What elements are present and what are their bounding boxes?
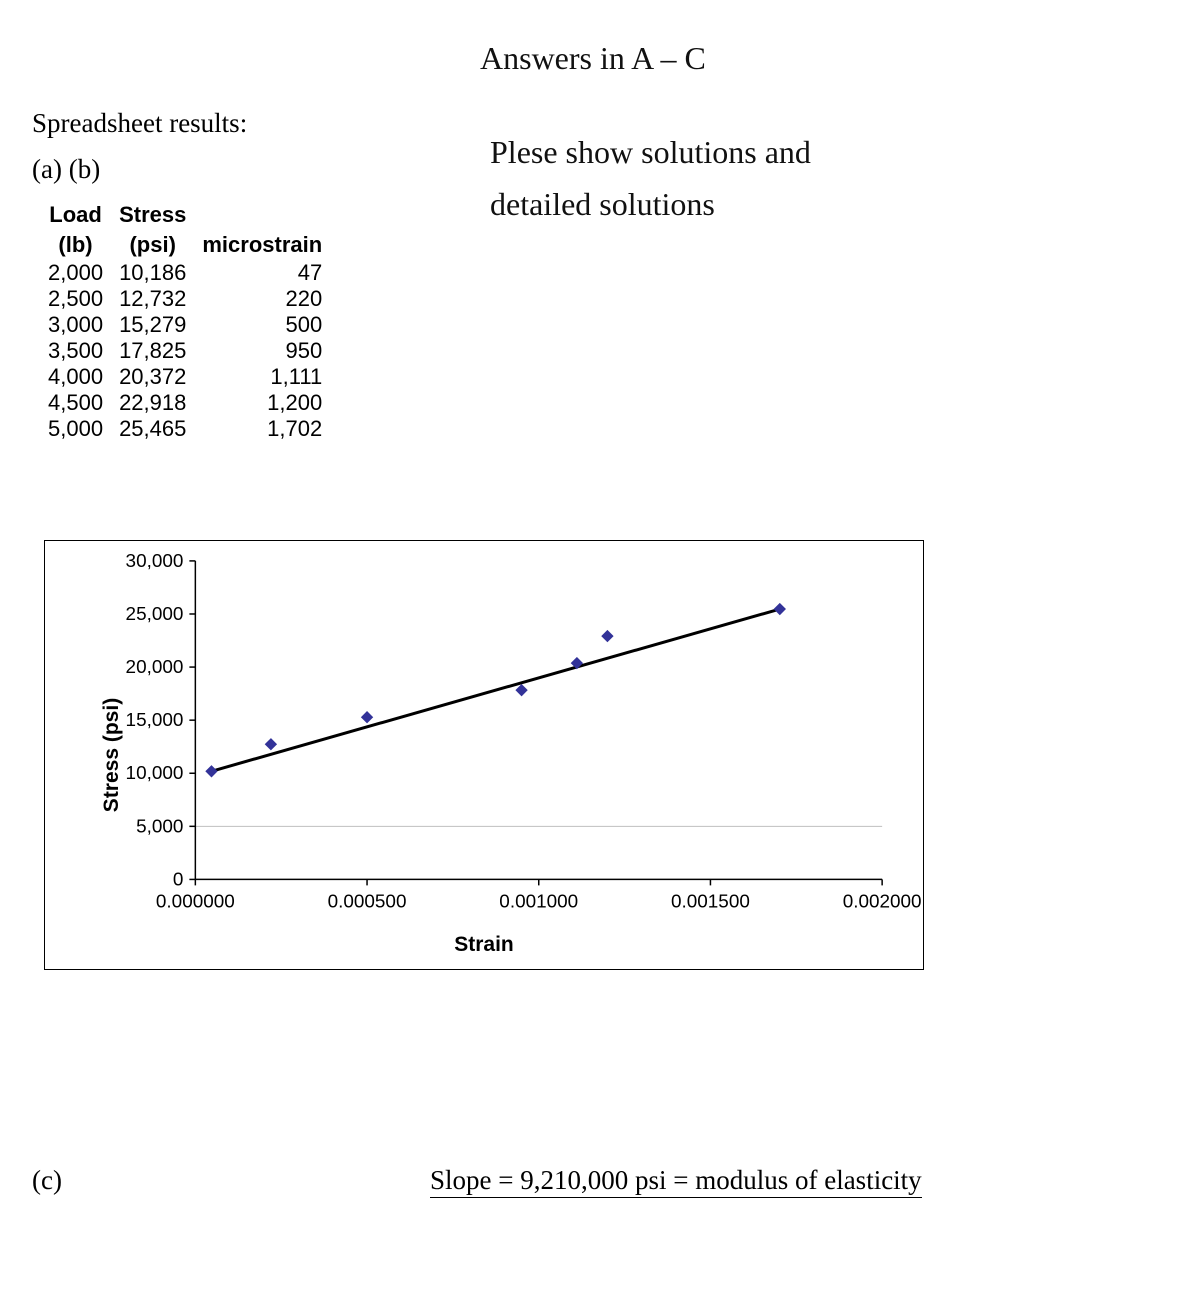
svg-text:0.001000: 0.001000 <box>499 891 578 912</box>
cell-stress: 10,186 <box>111 260 194 286</box>
svg-text:10,000: 10,000 <box>126 763 184 784</box>
cell-stress: 15,279 <box>111 312 194 338</box>
th-strain <box>194 200 362 230</box>
cell-stress: 17,825 <box>111 338 194 364</box>
chart-xlabel: Strain <box>45 933 923 957</box>
table-row: 2,00010,18647 <box>40 260 362 286</box>
stress-strain-chart: 0 5,000 10,000 15,000 20,000 25,000 30,000 0.00… <box>44 540 924 970</box>
cell-strain: 1,200 <box>194 390 362 416</box>
cell-load: 4,500 <box>40 390 111 416</box>
svg-text:30,000: 30,000 <box>126 551 184 572</box>
data-table: Load Stress (lb) (psi) microstrain 2,000… <box>40 200 362 442</box>
cell-strain: 1,111 <box>194 364 362 390</box>
svg-text:5,000: 5,000 <box>136 816 183 837</box>
svg-text:15,000: 15,000 <box>126 710 184 731</box>
cell-strain: 500 <box>194 312 362 338</box>
th-stress: Stress <box>111 200 194 230</box>
cell-stress: 12,732 <box>111 286 194 312</box>
svg-text:25,000: 25,000 <box>126 604 184 625</box>
cell-stress: 20,372 <box>111 364 194 390</box>
table-header-row-1: Load Stress <box>40 200 362 230</box>
svg-text:0.002000: 0.002000 <box>843 891 922 912</box>
chart-svg: 0 5,000 10,000 15,000 20,000 25,000 30,000 0.00… <box>45 541 923 969</box>
cell-strain: 47 <box>194 260 362 286</box>
cell-load: 4,000 <box>40 364 111 390</box>
th-strain-unit: microstrain <box>194 230 362 260</box>
part-ab-label: (a) (b) <box>32 154 100 185</box>
svg-text:0: 0 <box>173 869 184 890</box>
table-header-row-2: (lb) (psi) microstrain <box>40 230 362 260</box>
table-row: 3,00015,279500 <box>40 312 362 338</box>
handwriting-line-1: Answers in A – C <box>480 40 706 77</box>
table-row: 4,00020,3721,111 <box>40 364 362 390</box>
cell-strain: 1,702 <box>194 416 362 442</box>
cell-load: 5,000 <box>40 416 111 442</box>
cell-load: 3,500 <box>40 338 111 364</box>
page-root: Spreadsheet results: (a) (b) Answers in … <box>0 0 1200 1289</box>
cell-stress: 25,465 <box>111 416 194 442</box>
th-load: Load <box>40 200 111 230</box>
cell-strain: 950 <box>194 338 362 364</box>
spreadsheet-title: Spreadsheet results: <box>32 108 247 139</box>
table-row: 5,00025,4651,702 <box>40 416 362 442</box>
handwriting-line-2: Plese show solutions and <box>490 134 811 171</box>
cell-load: 2,000 <box>40 260 111 286</box>
handwriting-line-3: detailed solutions <box>490 186 715 223</box>
cell-stress: 22,918 <box>111 390 194 416</box>
table-row: 3,50017,825950 <box>40 338 362 364</box>
table-row: 2,50012,732220 <box>40 286 362 312</box>
svg-text:0.000000: 0.000000 <box>156 891 235 912</box>
svg-text:0.000500: 0.000500 <box>328 891 407 912</box>
cell-load: 2,500 <box>40 286 111 312</box>
svg-text:0.001500: 0.001500 <box>671 891 750 912</box>
part-c-label: (c) <box>32 1165 62 1196</box>
chart-ylabel: Stress (psi) <box>100 698 124 812</box>
th-stress-unit: (psi) <box>111 230 194 260</box>
svg-text:20,000: 20,000 <box>126 657 184 678</box>
cell-load: 3,000 <box>40 312 111 338</box>
cell-strain: 220 <box>194 286 362 312</box>
table-row: 4,50022,9181,200 <box>40 390 362 416</box>
slope-result: Slope = 9,210,000 psi = modulus of elast… <box>430 1165 922 1198</box>
th-load-unit: (lb) <box>40 230 111 260</box>
